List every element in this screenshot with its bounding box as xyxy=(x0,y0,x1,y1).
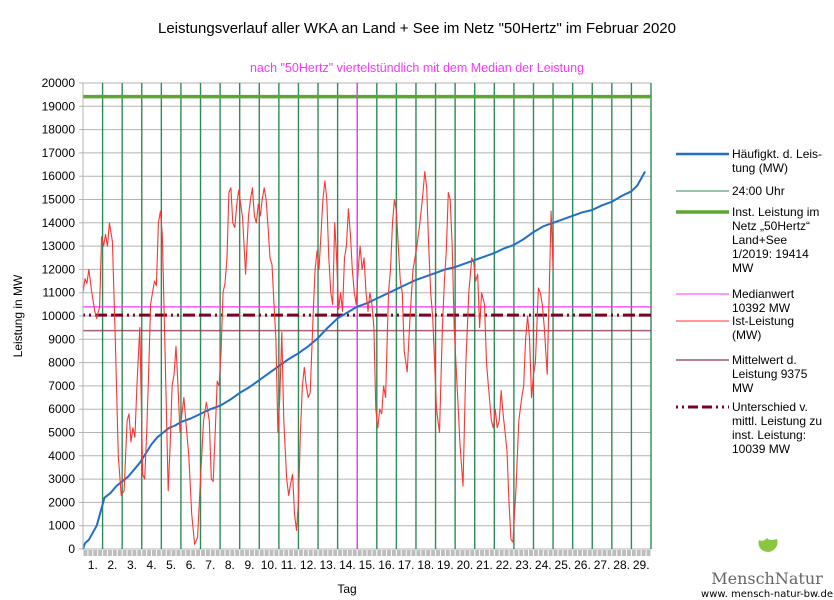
x-tick-label: 6. xyxy=(186,558,196,572)
x-tick-label: 1. xyxy=(88,558,98,572)
x-tick-label: 10. xyxy=(261,558,278,572)
y-tick-label: 19000 xyxy=(42,99,76,113)
x-tick-label: 9. xyxy=(244,558,254,572)
x-tick-label: 29. xyxy=(633,558,650,572)
y-tick-label: 4000 xyxy=(48,449,75,463)
legend-text: (MW) xyxy=(732,328,762,342)
x-tick-label: 19. xyxy=(437,558,454,572)
y-tick-label: 11000 xyxy=(43,286,76,300)
x-tick-label: 24. xyxy=(535,558,552,572)
legend-text: Häufigkt. d. Leis- xyxy=(732,147,823,161)
legend-item-median: Medianwert 10392 MW xyxy=(732,287,832,315)
x-tick-label: 7. xyxy=(205,558,215,572)
legend-text: 1/2019: 19414 xyxy=(732,247,809,261)
legend-text: 24:00 Uhr xyxy=(732,184,785,198)
x-tick-label: 23. xyxy=(515,558,532,572)
x-tick-label: 12. xyxy=(300,558,317,572)
logo-url: www. mensch-natur-bw.de xyxy=(701,589,833,600)
legend-item-frequency: Häufigkt. d. Leis-tung (MW) xyxy=(732,147,832,175)
x-tick-label: 26. xyxy=(574,558,591,572)
series-actual xyxy=(82,170,554,545)
legend-text: Unterschied v. xyxy=(732,400,808,414)
x-tick-label: 16. xyxy=(378,558,395,572)
x-axis-label: Tag xyxy=(337,582,356,596)
y-tick-label: 12000 xyxy=(42,262,76,276)
x-tick-label: 3. xyxy=(127,558,137,572)
y-tick-label: 9000 xyxy=(48,332,75,346)
legend-text: mittl. Leistung zu xyxy=(732,414,823,428)
logo-name: MenschNatur xyxy=(711,569,823,588)
y-tick-label: 0 xyxy=(68,542,75,556)
legend-text: Land+See xyxy=(732,233,788,247)
legend-item-mean: Mittelwert d. Leistung 9375 MW xyxy=(732,353,832,395)
y-tick-label: 10000 xyxy=(42,309,76,323)
legend-text: 10039 MW xyxy=(732,442,791,456)
y-tick-label: 1000 xyxy=(48,519,75,533)
legend-text: MW xyxy=(732,381,754,395)
legend-item-installed: Inst. Leistung im Netz „50Hertz“ Land+See 1… xyxy=(732,205,832,275)
legend-text: Medianwert xyxy=(732,287,795,301)
x-tick-label: 18. xyxy=(417,558,434,572)
y-tick-label: 8000 xyxy=(48,356,75,370)
axes: 0 1000 2000 3000 4000 5000 6000 7000 8000 9000 100… xyxy=(42,76,652,572)
y-tick-label: 13000 xyxy=(42,239,76,253)
reference-lines xyxy=(83,83,651,549)
series-frequency xyxy=(82,171,646,550)
y-tick-label: 16000 xyxy=(42,169,76,183)
y-tick-label: 15000 xyxy=(42,193,76,207)
legend-item-difference: Unterschied v. mittl. Leistung zu inst. Le… xyxy=(732,400,832,456)
y-tick-label: 17000 xyxy=(42,146,76,160)
x-tick-label: 5. xyxy=(166,558,176,572)
x-tick-label: 2. xyxy=(107,558,117,572)
x-tick-label: 15. xyxy=(359,558,376,572)
legend-text: Ist-Leistung xyxy=(732,314,795,328)
y-tick-label: 3000 xyxy=(48,472,75,486)
x-tick-label: 4. xyxy=(147,558,157,572)
legend-item-midnight: 24:00 Uhr xyxy=(732,184,832,198)
y-tick-label: 2000 xyxy=(48,495,75,509)
legend-text: inst. Leistung: xyxy=(732,428,807,442)
legend-text: Inst. Leistung im xyxy=(732,205,820,219)
x-tick-label: 28. xyxy=(613,558,630,572)
x-tick-label: 17. xyxy=(398,558,415,572)
legend-text: MW xyxy=(732,261,754,275)
x-tick-label: 21. xyxy=(476,558,493,572)
x-tick-label: 8. xyxy=(225,558,235,572)
y-tick-label: 18000 xyxy=(42,123,76,137)
x-tick-label: 25. xyxy=(555,558,572,572)
x-tick-label: 20. xyxy=(457,558,474,572)
legend-text: tung (MW) xyxy=(732,161,789,175)
ginkgo-leaf-icon xyxy=(758,538,778,562)
y-tick-label: 5000 xyxy=(48,426,75,440)
legend-swatches xyxy=(676,152,729,409)
y-tick-label: 14000 xyxy=(42,216,76,230)
legend-text: Netz „50Hertz“ xyxy=(732,219,811,233)
legend-item-actual: Ist-Leistung (MW) xyxy=(732,314,832,342)
x-tick-label: 14. xyxy=(339,558,356,572)
y-axis-label: Leistung in MW xyxy=(11,274,25,357)
legend-text: Mittelwert d. xyxy=(732,353,797,367)
y-tick-label: 20000 xyxy=(42,76,76,90)
series xyxy=(82,170,646,550)
x-tick-label: 13. xyxy=(319,558,336,572)
legend-text: 10392 MW xyxy=(732,301,791,315)
chart-subtitle: nach "50Hertz" viertelstündlich mit dem … xyxy=(249,61,585,75)
x-tick-label: 27. xyxy=(594,558,611,572)
y-tick-label: 6000 xyxy=(48,402,75,416)
chart-title: Leistungsverlauf aller WKA an Land + See… xyxy=(158,20,676,37)
legend-text: Leistung 9375 xyxy=(732,367,808,381)
x-tick-label: 11. xyxy=(281,558,297,572)
logo: MenschNatur www. mensch-natur-bw.de xyxy=(700,538,834,600)
x-tick-label: 22. xyxy=(496,558,513,572)
y-tick-label: 7000 xyxy=(48,379,75,393)
